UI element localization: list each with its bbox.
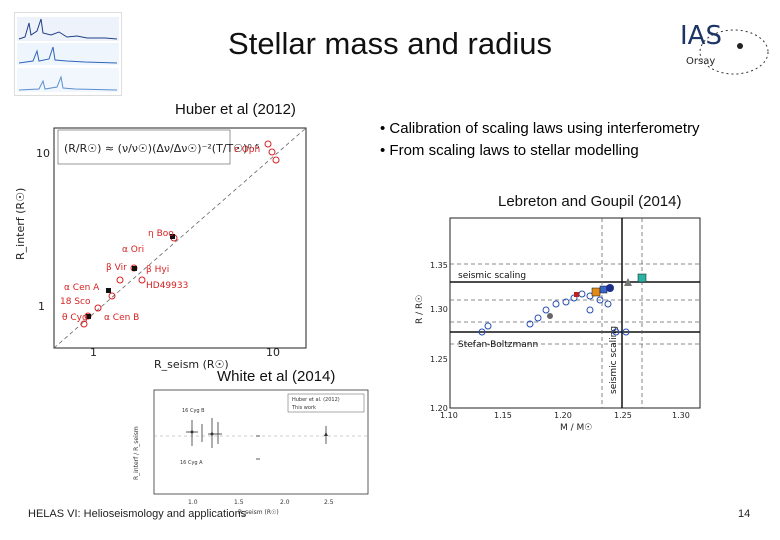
slide-title: Stellar mass and radius [228, 26, 552, 61]
annotation-seismic-scaling-vertical: seismic scaling [609, 326, 619, 394]
star-label: HD49933 [146, 281, 188, 291]
y-axis-label: R / R☉ [415, 295, 425, 324]
y-tick: 1.25 [430, 355, 448, 364]
x-tick: 1 [90, 346, 97, 359]
x-tick: 1.5 [234, 499, 244, 506]
spectrum-thumbnail [14, 12, 122, 96]
x-tick: 1.10 [440, 411, 458, 420]
legend-entry: Huber et al. (2012) [292, 397, 340, 403]
bullet-item: From scaling laws to stellar modelling [380, 140, 700, 162]
bullet-list: Calibration of scaling laws using interf… [380, 118, 700, 162]
x-tick: 2.5 [324, 499, 334, 506]
y-axis-label: R_interf (R☉) [14, 188, 27, 260]
star-label: η Boo [148, 229, 174, 239]
annotation-seismic-scaling: seismic scaling [458, 271, 526, 281]
x-tick: 10 [266, 346, 280, 359]
x-axis-label: R_seism (R☉) [154, 358, 229, 371]
star-label: β Vir [106, 263, 127, 273]
x-tick: 1.15 [494, 411, 512, 420]
star-label: β Hyi [146, 265, 169, 275]
lebreton-plot: 1.35 1.30 1.25 1.20 1.10 1.15 1.20 1.25 … [410, 214, 710, 434]
logo-text: IAS [680, 21, 722, 51]
lebreton-caption: Lebreton and Goupil (2014) [498, 193, 682, 210]
huber-caption: Huber et al (2012) [175, 101, 296, 118]
white-caption: White et al (2014) [217, 368, 336, 385]
legend-entry: This work [291, 405, 316, 411]
star-label: 16 Cyg B [182, 408, 205, 414]
star-label: α Ori [122, 245, 144, 255]
logo-subtext: Orsay [686, 56, 715, 67]
page-number: 14 [738, 508, 751, 520]
svg-text:(R/R☉) ≈ (ν/ν☉)(Δν/Δν☉)⁻²(T/T☉: (R/R☉) ≈ (ν/ν☉)(Δν/Δν☉)⁻²(T/T☉)⁰·⁵ [64, 142, 260, 155]
x-tick: 1.20 [554, 411, 572, 420]
star-label: θ Cyg [62, 313, 88, 323]
x-tick: 1.0 [188, 499, 198, 506]
star-label: 18 Sco [60, 297, 91, 307]
x-tick: 2.0 [280, 499, 290, 506]
x-tick: 1.30 [672, 411, 690, 420]
star-label: α Cen A [64, 283, 100, 293]
y-tick: 1.20 [430, 404, 448, 413]
slide-footer: HELAS VI: Helioseismology and applicatio… [28, 508, 247, 520]
star-label: α Cen B [104, 313, 139, 323]
y-tick: 1.30 [430, 305, 448, 314]
bullet-item: Calibration of scaling laws using interf… [380, 118, 699, 140]
x-axis-label: R_seism (R☉) [238, 509, 279, 516]
huber-plot: (R/R☉) ≈ (ν/ν☉)(Δν/Δν☉)⁻²(T/T☉)⁰·⁵ 10 1 … [14, 120, 314, 375]
star-label: 16 Cyg A [180, 460, 203, 466]
y-axis-label: R_interf / R_seism [133, 426, 140, 480]
star-label: ε Oph [234, 145, 260, 155]
x-axis-label: M / M☉ [560, 423, 592, 433]
white-plot: R_interf / R_seism R_seism (R☉) 1.0 1.5 … [128, 384, 376, 518]
y-tick: 1.35 [430, 261, 448, 270]
y-tick: 1 [38, 300, 45, 313]
y-tick: 10 [36, 147, 50, 160]
annotation-stefan-boltzmann: Stefan-Boltzmann [458, 340, 538, 350]
ias-logo: IAS Orsay [670, 14, 770, 84]
x-tick: 1.25 [614, 411, 632, 420]
